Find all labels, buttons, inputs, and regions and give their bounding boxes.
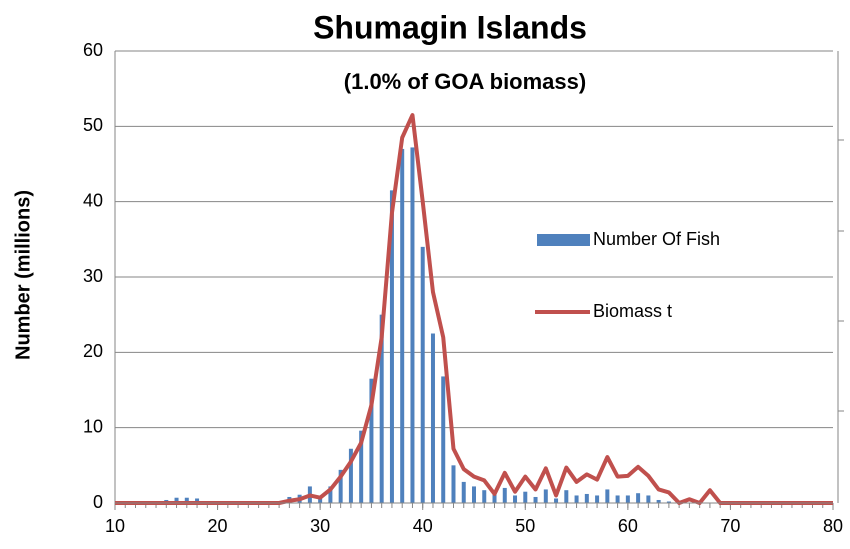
- x-tick-label: 40: [413, 516, 433, 536]
- bar: [184, 497, 189, 503]
- bar: [584, 493, 589, 503]
- bar: [338, 469, 343, 503]
- chart-subtitle: (1.0% of GOA biomass): [344, 69, 586, 94]
- x-tick-label: 30: [310, 516, 330, 536]
- x-tick-label: 70: [720, 516, 740, 536]
- x-tick-label: 50: [515, 516, 535, 536]
- bar: [389, 190, 394, 503]
- bar: [533, 496, 538, 503]
- legend-label: Biomass t: [593, 301, 672, 321]
- bar: [461, 481, 466, 503]
- bar: [472, 486, 476, 503]
- bar: [646, 495, 651, 503]
- legend-label: Number Of Fish: [593, 229, 720, 249]
- bar: [410, 147, 415, 503]
- bar: [195, 498, 200, 503]
- biomass-line: [115, 113, 833, 505]
- bar: [420, 246, 425, 503]
- x-tick-label: 80: [823, 516, 843, 536]
- bar: [564, 490, 569, 503]
- y-tick-label: 40: [83, 190, 103, 210]
- bar: [513, 495, 518, 503]
- bar: [451, 465, 456, 503]
- bar: [554, 498, 559, 503]
- bar: [174, 497, 179, 503]
- bar: [400, 148, 405, 503]
- y-tick-label: 60: [83, 40, 103, 60]
- bar: [379, 314, 384, 503]
- y-tick-label: 10: [83, 416, 103, 436]
- y-tick-label: 20: [83, 341, 103, 361]
- bar: [369, 378, 374, 503]
- bar: [595, 495, 600, 503]
- y-tick-label: 0: [93, 492, 103, 512]
- y-tick-label: 50: [83, 115, 103, 135]
- bar: [482, 490, 487, 503]
- y-tick-label: 30: [83, 266, 103, 286]
- bar: [615, 495, 620, 503]
- y-axis-label: Number (millions): [12, 190, 34, 360]
- bar: [543, 489, 548, 503]
- bar: [328, 486, 333, 503]
- x-tick-label: 10: [105, 516, 125, 536]
- bar: [348, 448, 353, 503]
- bar: [574, 495, 579, 503]
- bar: [625, 495, 630, 503]
- bar: [523, 491, 528, 503]
- bar: [605, 489, 610, 503]
- x-tick-label: 60: [618, 516, 638, 536]
- bar: [492, 491, 497, 503]
- bar: [430, 333, 435, 503]
- bar: [656, 499, 661, 503]
- x-tick-label: 20: [208, 516, 228, 536]
- bar: [502, 487, 507, 503]
- bar: [636, 493, 641, 503]
- bar: [666, 501, 671, 503]
- bar: [359, 430, 364, 503]
- bar: [441, 376, 446, 503]
- chart-title: Shumagin Islands: [313, 9, 587, 45]
- legend-swatch: [537, 234, 590, 246]
